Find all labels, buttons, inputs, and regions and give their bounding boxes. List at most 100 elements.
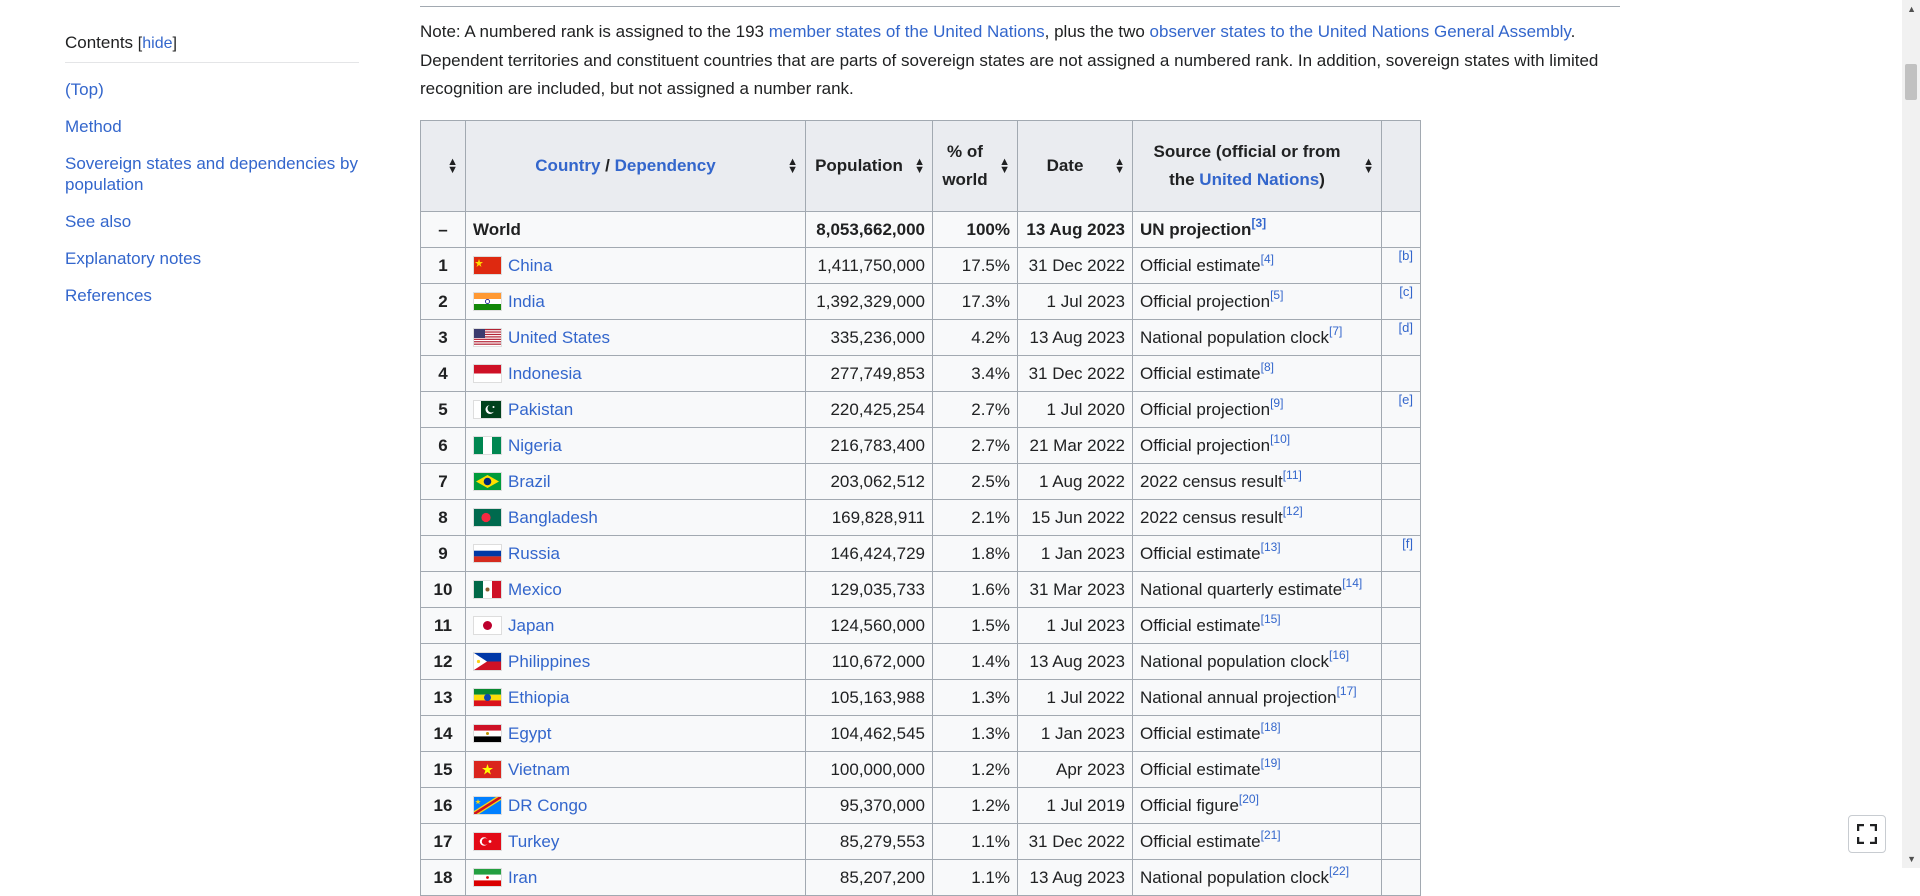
header-dependency-link[interactable]: Dependency <box>614 156 716 175</box>
row-percent: 4.2% <box>932 319 1018 356</box>
toc-item[interactable]: See also <box>65 212 132 231</box>
scroll-up-arrow-icon[interactable]: ▲ <box>1907 4 1916 14</box>
header-country-link[interactable]: Country <box>535 156 601 175</box>
flag-pakistan-icon <box>473 399 502 419</box>
flag-nigeria-icon <box>473 435 502 455</box>
source-ref-link[interactable]: [18] <box>1260 719 1281 734</box>
source-ref-link[interactable]: [13] <box>1260 539 1281 554</box>
link-un-member-states[interactable]: member states of the United Nations <box>768 22 1045 41</box>
source-ref-link[interactable]: [21] <box>1260 827 1281 842</box>
sort-arrows-icon[interactable]: ▲ ▼ <box>1363 156 1374 176</box>
world-source-text: UN projection <box>1140 219 1252 239</box>
scroll-thumb[interactable] <box>1905 64 1917 100</box>
country-link[interactable]: DR Congo <box>508 795 588 815</box>
table-row: 14 Egypt 104,462,545 1.3% 1 Jan 2023 Official… <box>420 715 1421 752</box>
scroll-down-arrow-icon[interactable]: ▼ <box>1907 854 1916 864</box>
source-ref-link[interactable]: [7] <box>1329 323 1343 338</box>
source-text: Official projection <box>1140 291 1271 311</box>
source-ref-link[interactable]: [11] <box>1282 467 1302 482</box>
toc-hide-toggle[interactable]: [hide] <box>137 35 177 52</box>
country-link[interactable]: Ethiopia <box>508 687 570 707</box>
country-link[interactable]: Russia <box>508 543 560 563</box>
header-population[interactable]: Population ▲ ▼ <box>805 120 933 212</box>
country-link[interactable]: United States <box>508 327 611 347</box>
toc-item[interactable]: Explanatory notes <box>65 249 202 268</box>
country-link[interactable]: Brazil <box>508 471 551 491</box>
source-ref-link[interactable]: [4] <box>1260 251 1274 266</box>
world-date: 13 Aug 2023 <box>1017 211 1133 248</box>
row-note <box>1381 607 1421 644</box>
vertical-scrollbar[interactable]: ▲ ▼ <box>1902 0 1920 868</box>
row-note: [c] <box>1381 283 1421 320</box>
country-link[interactable]: Indonesia <box>508 363 582 383</box>
sort-arrows-icon[interactable]: ▲ ▼ <box>914 156 925 176</box>
note-ref-link[interactable]: [d] <box>1398 320 1413 335</box>
toc-item[interactable]: (Top) <box>65 80 104 99</box>
world-population: 8,053,662,000 <box>805 211 933 248</box>
row-population: 95,370,000 <box>805 787 933 824</box>
source-ref-link[interactable]: [19] <box>1260 755 1281 770</box>
flag-ethiopia-icon <box>473 687 502 707</box>
country-link[interactable]: Pakistan <box>508 399 574 419</box>
country-link[interactable]: Vietnam <box>508 759 571 779</box>
row-note <box>1381 859 1421 896</box>
country-link[interactable]: Turkey <box>508 831 560 851</box>
country-link[interactable]: China <box>508 255 553 275</box>
note-ref-link[interactable]: [b] <box>1398 248 1413 263</box>
toc-item[interactable]: Method <box>65 117 122 136</box>
link-un-observer-states[interactable]: observer states to the United Nations Ge… <box>1149 22 1571 41</box>
source-ref-link[interactable]: [15] <box>1260 611 1281 626</box>
row-rank: 12 <box>420 643 466 680</box>
source-ref-link[interactable]: [9] <box>1270 395 1284 410</box>
row-population: 146,424,729 <box>805 535 933 572</box>
note-prefix: Note: A numbered rank is assigned to the… <box>420 22 769 41</box>
table-row: 4 Indonesia 277,749,853 3.4% 31 Dec 2022 Offi… <box>420 355 1421 392</box>
fullscreen-button[interactable] <box>1848 815 1886 853</box>
source-ref-link[interactable]: [14] <box>1342 575 1363 590</box>
country-link[interactable]: Bangladesh <box>508 507 598 527</box>
header-percent[interactable]: % of world ▲ ▼ <box>932 120 1018 212</box>
sort-arrows-icon[interactable]: ▲ ▼ <box>1114 156 1125 176</box>
source-ref-link[interactable]: [12] <box>1282 503 1303 518</box>
toc-hide-link[interactable]: hide <box>142 35 173 52</box>
sort-arrows-icon[interactable]: ▲ ▼ <box>447 156 458 176</box>
country-link[interactable]: India <box>508 291 545 311</box>
country-link[interactable]: Nigeria <box>508 435 562 455</box>
source-ref-link[interactable]: [16] <box>1329 647 1350 662</box>
row-country: Philippines <box>465 643 806 680</box>
row-note <box>1381 787 1421 824</box>
row-percent: 1.3% <box>932 715 1018 752</box>
note-ref-link[interactable]: [e] <box>1398 392 1413 407</box>
sort-arrows-icon[interactable]: ▲ ▼ <box>999 156 1010 176</box>
source-ref-link[interactable]: [8] <box>1260 359 1274 374</box>
source-text: 2022 census result <box>1140 507 1283 527</box>
source-ref-link[interactable]: [10] <box>1270 431 1291 446</box>
row-rank: 4 <box>420 355 466 392</box>
row-percent: 1.6% <box>932 571 1018 608</box>
country-link[interactable]: Philippines <box>508 651 591 671</box>
header-source-un-link[interactable]: United Nations <box>1199 170 1320 189</box>
header-date[interactable]: Date ▲ ▼ <box>1017 120 1133 212</box>
row-percent: 17.5% <box>932 247 1018 284</box>
toc-item[interactable]: References <box>65 286 152 305</box>
row-note <box>1381 751 1421 788</box>
row-percent: 2.7% <box>932 427 1018 464</box>
world-source-ref[interactable]: [3] <box>1251 215 1267 230</box>
country-link[interactable]: Mexico <box>508 579 562 599</box>
country-link[interactable]: Egypt <box>508 723 552 743</box>
header-source[interactable]: Source (official or from the United Natio… <box>1132 120 1382 212</box>
row-population: 124,560,000 <box>805 607 933 644</box>
note-ref-link[interactable]: [c] <box>1399 284 1413 299</box>
source-ref-link[interactable]: [17] <box>1336 683 1357 698</box>
sort-arrows-icon[interactable]: ▲ ▼ <box>787 156 798 176</box>
header-rank[interactable]: ▲ ▼ <box>420 120 466 212</box>
source-ref-link[interactable]: [22] <box>1329 863 1350 878</box>
toc-item[interactable]: Sovereign states and dependencies by pop… <box>65 154 358 194</box>
note-ref-link[interactable]: [f] <box>1402 536 1413 551</box>
source-ref-link[interactable]: [20] <box>1238 791 1259 806</box>
country-link[interactable]: Japan <box>508 615 555 635</box>
header-country[interactable]: Country / Dependency ▲ ▼ <box>465 120 806 212</box>
source-ref-link[interactable]: [5] <box>1270 287 1284 302</box>
country-link[interactable]: Iran <box>508 867 538 887</box>
world-note <box>1381 211 1421 248</box>
